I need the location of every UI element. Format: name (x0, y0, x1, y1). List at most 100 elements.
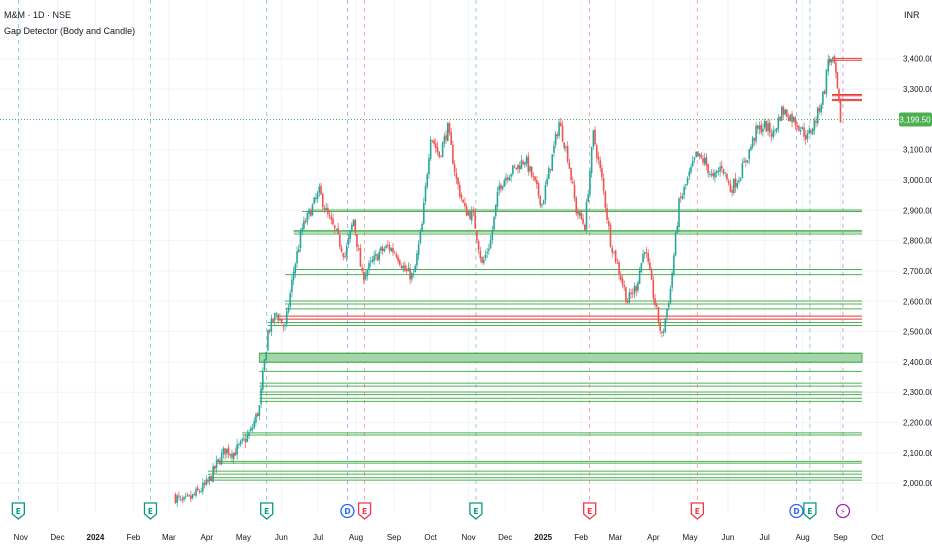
candle-body (659, 322, 661, 331)
candle-body (303, 220, 305, 229)
candle-body (563, 142, 566, 149)
candle-body (452, 144, 454, 165)
x-tick-label: Dec (498, 533, 512, 542)
candle-body (676, 226, 679, 233)
candle-body (494, 204, 497, 217)
candle-body (813, 120, 816, 131)
earnings-marker (583, 502, 597, 520)
candle-body (548, 167, 550, 179)
candle-body (760, 125, 763, 133)
event-marker-letter: D (793, 507, 799, 516)
candle-body (359, 248, 362, 267)
candle-body (436, 147, 439, 152)
candle-body (556, 134, 559, 137)
candle-body (686, 178, 689, 184)
candle-body (443, 136, 446, 144)
candle-body (779, 116, 781, 121)
candle-body (522, 161, 524, 164)
candle-body (587, 194, 590, 202)
candle-body (445, 135, 447, 140)
candle-body (462, 199, 464, 203)
candle-body (751, 137, 754, 148)
x-tick-label: Nov (461, 533, 475, 542)
candle-body (361, 267, 363, 272)
candle-body (741, 163, 744, 179)
candle-body (198, 490, 201, 492)
candle-body (537, 183, 540, 196)
candle-body (273, 313, 276, 321)
candle-body (719, 166, 721, 172)
candle-body (328, 215, 331, 217)
candle-body (356, 234, 358, 248)
candle-body (633, 286, 636, 294)
candle-body (590, 147, 593, 173)
candle-body (184, 495, 187, 497)
candle-body (806, 133, 809, 139)
candle-body (486, 252, 488, 254)
candle-body (250, 428, 252, 431)
candle-body (496, 191, 499, 207)
candle-body (368, 262, 370, 270)
candle-body (488, 248, 490, 251)
candle-body (697, 151, 699, 157)
candle-body (183, 496, 185, 500)
candle-body (434, 143, 437, 149)
candle-body (342, 253, 345, 257)
candle-body (429, 139, 432, 159)
candle-body (721, 165, 723, 169)
candle-body (642, 253, 644, 263)
candle-body (390, 248, 393, 252)
candle-body (818, 108, 821, 112)
candle-body (691, 160, 694, 167)
candle-body (450, 132, 453, 146)
candle-body (320, 185, 322, 195)
candle-body (770, 134, 773, 137)
candle-body (609, 224, 612, 247)
symbol-title[interactable]: M&M · 1D · NSE (4, 10, 72, 20)
candle-body (635, 286, 637, 292)
candle-body (637, 282, 639, 291)
candle-body (792, 116, 795, 122)
candle-body (279, 318, 281, 321)
indicator-name[interactable]: Gap Detector (Body and Candle) (4, 26, 136, 36)
candle-body (297, 249, 300, 253)
candle-body (405, 270, 408, 272)
earnings-marker (143, 502, 158, 520)
candle-body (268, 329, 271, 332)
x-tick-label: Apr (647, 533, 660, 542)
candle-body (727, 180, 730, 184)
candle-body (219, 460, 221, 465)
x-tick-label: Apr (201, 533, 214, 542)
candle-body (592, 130, 595, 147)
x-tick-label: Feb (574, 533, 588, 542)
candle-body (255, 414, 257, 423)
candle-body (347, 237, 350, 245)
candle-body (601, 168, 603, 178)
candle-body (226, 448, 228, 454)
y-tick-label: 2,600.00 (903, 297, 932, 306)
event-marker-letter: E (473, 507, 478, 516)
candle-body (489, 239, 492, 249)
candle-body (650, 270, 653, 280)
earnings-marker (11, 502, 26, 520)
x-tick-label: Jul (760, 533, 770, 542)
x-tick-label: Dec (50, 533, 64, 542)
earnings-marker (803, 502, 817, 520)
x-tick-label: Aug (349, 533, 363, 542)
candle-body (798, 126, 800, 131)
candle-body (811, 129, 814, 135)
candle-body (520, 160, 523, 170)
candle-body (416, 253, 418, 266)
event-marker-letter: E (264, 507, 269, 516)
candle-body (327, 208, 329, 215)
candle-body (777, 117, 780, 129)
candle-body (712, 172, 715, 177)
candle-body (215, 460, 218, 468)
candle-body (630, 292, 632, 295)
candle-body (722, 169, 725, 174)
candle-body (544, 185, 547, 201)
candle-body (335, 229, 338, 230)
candle-body (477, 241, 480, 251)
candle-body (616, 263, 619, 264)
